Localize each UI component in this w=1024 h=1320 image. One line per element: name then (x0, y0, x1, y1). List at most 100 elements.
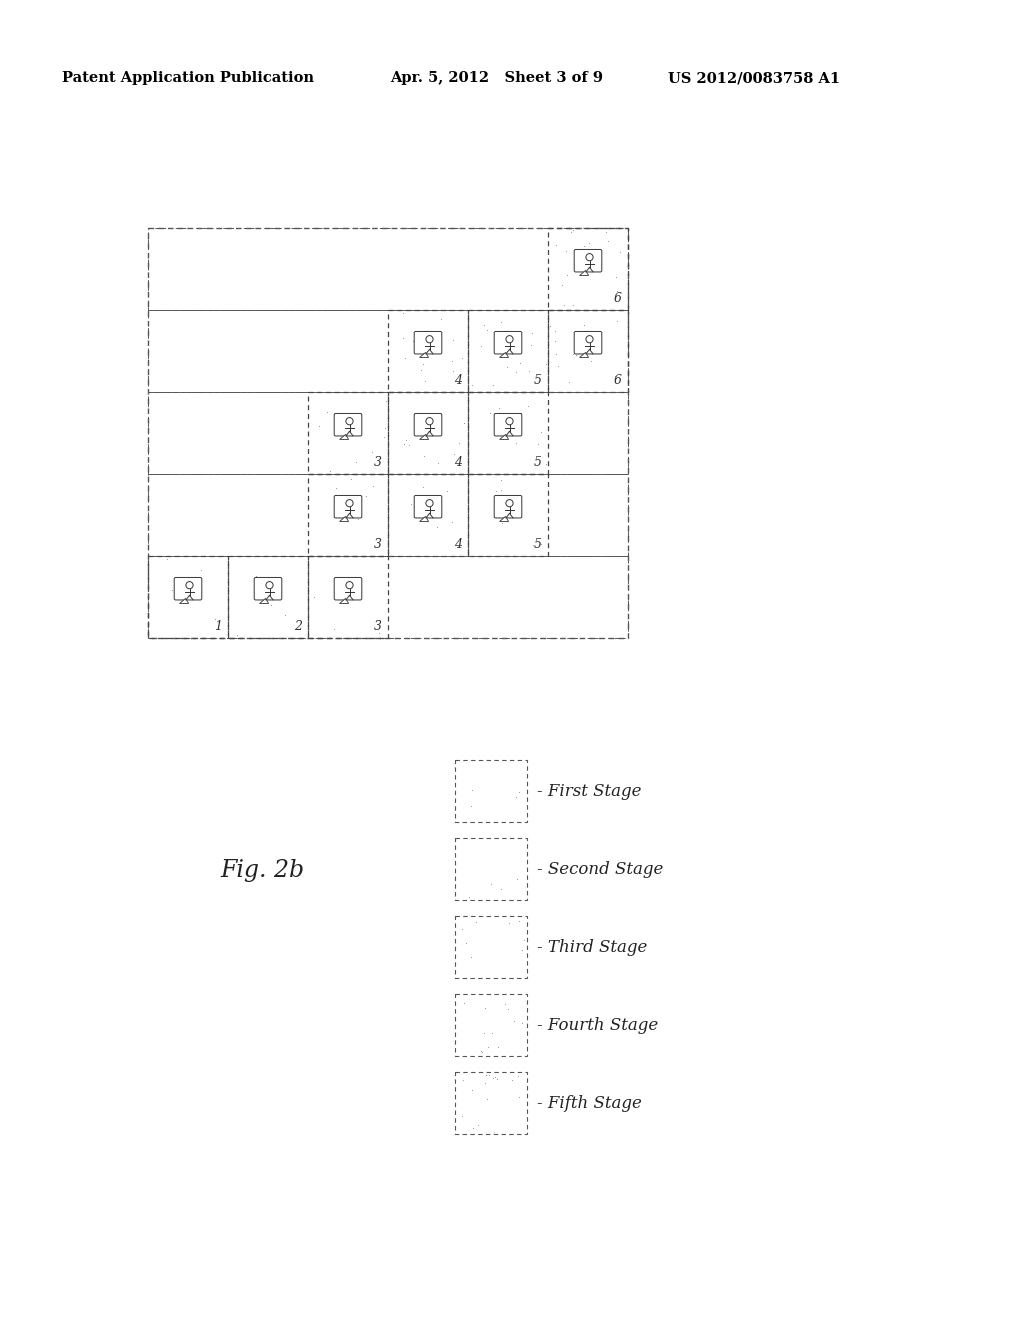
Point (557, 240, 573, 261)
Point (607, 366, 624, 387)
Text: Fig. 2b: Fig. 2b (220, 858, 304, 882)
Text: 4: 4 (454, 374, 462, 387)
Point (508, 433, 524, 454)
Text: 4: 4 (454, 539, 462, 550)
Point (529, 433, 546, 454)
Point (429, 516, 445, 537)
Point (306, 586, 323, 607)
Point (444, 351, 461, 372)
Point (524, 322, 541, 343)
Point (444, 329, 461, 350)
Point (429, 451, 445, 473)
Point (479, 1088, 496, 1109)
Point (454, 348, 470, 370)
Text: - Third Stage: - Third Stage (537, 939, 647, 956)
Point (508, 362, 524, 383)
Point (433, 309, 450, 330)
Point (542, 315, 558, 337)
Text: 3: 3 (374, 455, 382, 469)
Point (400, 434, 417, 455)
Text: - Fourth Stage: - Fourth Stage (537, 1016, 658, 1034)
Point (598, 222, 614, 243)
Point (575, 235, 592, 256)
Point (461, 887, 477, 908)
Point (485, 1121, 502, 1142)
Point (494, 512, 510, 533)
Point (454, 1105, 470, 1126)
Point (504, 1069, 520, 1090)
Point (579, 239, 595, 260)
Text: US 2012/0083758 A1: US 2012/0083758 A1 (668, 71, 840, 84)
Point (322, 461, 338, 482)
Point (547, 321, 563, 342)
Point (479, 319, 496, 341)
Point (439, 480, 456, 502)
Point (470, 1114, 486, 1135)
Point (365, 475, 381, 496)
Point (454, 919, 470, 940)
Point (456, 412, 472, 433)
Point (500, 998, 516, 1019)
Point (564, 219, 581, 240)
Point (443, 511, 460, 532)
Point (523, 334, 540, 355)
Text: Apr. 5, 2012   Sheet 3 of 9: Apr. 5, 2012 Sheet 3 of 9 (390, 71, 603, 84)
Point (562, 222, 579, 243)
Point (452, 432, 468, 453)
Point (343, 469, 359, 490)
Point (564, 343, 581, 364)
Point (483, 1023, 500, 1044)
Point (534, 533, 550, 554)
Point (577, 314, 593, 335)
Point (444, 360, 461, 381)
Point (477, 1064, 494, 1085)
Point (396, 433, 413, 454)
Point (493, 312, 509, 333)
Point (481, 403, 498, 424)
Polygon shape (420, 434, 429, 440)
FancyBboxPatch shape (414, 331, 441, 354)
Point (476, 998, 493, 1019)
Point (488, 480, 505, 502)
Point (262, 595, 279, 616)
Point (464, 1080, 480, 1101)
Point (567, 342, 584, 363)
Point (512, 403, 528, 424)
Point (395, 327, 412, 348)
Point (473, 1040, 489, 1061)
Point (506, 1010, 522, 1031)
FancyBboxPatch shape (334, 495, 361, 517)
Text: 4: 4 (454, 455, 462, 469)
Point (492, 397, 508, 418)
Point (550, 355, 566, 376)
Point (446, 444, 463, 465)
Point (416, 445, 432, 466)
Point (514, 939, 530, 960)
Text: 6: 6 (614, 374, 622, 387)
Point (561, 371, 578, 392)
FancyBboxPatch shape (495, 413, 522, 436)
Point (510, 1065, 526, 1086)
Text: 5: 5 (534, 374, 542, 387)
Text: 1: 1 (214, 620, 222, 634)
Point (207, 609, 223, 630)
Point (376, 426, 392, 447)
Point (464, 375, 480, 396)
Polygon shape (500, 352, 509, 358)
Point (564, 294, 581, 315)
FancyBboxPatch shape (414, 495, 441, 517)
Point (403, 494, 420, 515)
Point (538, 354, 554, 375)
Point (371, 622, 387, 643)
Text: - Fifth Stage: - Fifth Stage (537, 1094, 642, 1111)
Point (347, 451, 364, 473)
Point (590, 260, 606, 281)
Point (364, 441, 380, 462)
Point (455, 1069, 471, 1090)
Point (318, 401, 335, 422)
Point (548, 234, 564, 255)
Point (567, 345, 584, 366)
Text: - First Stage: - First Stage (537, 783, 641, 800)
Point (490, 404, 507, 425)
Point (338, 499, 354, 520)
